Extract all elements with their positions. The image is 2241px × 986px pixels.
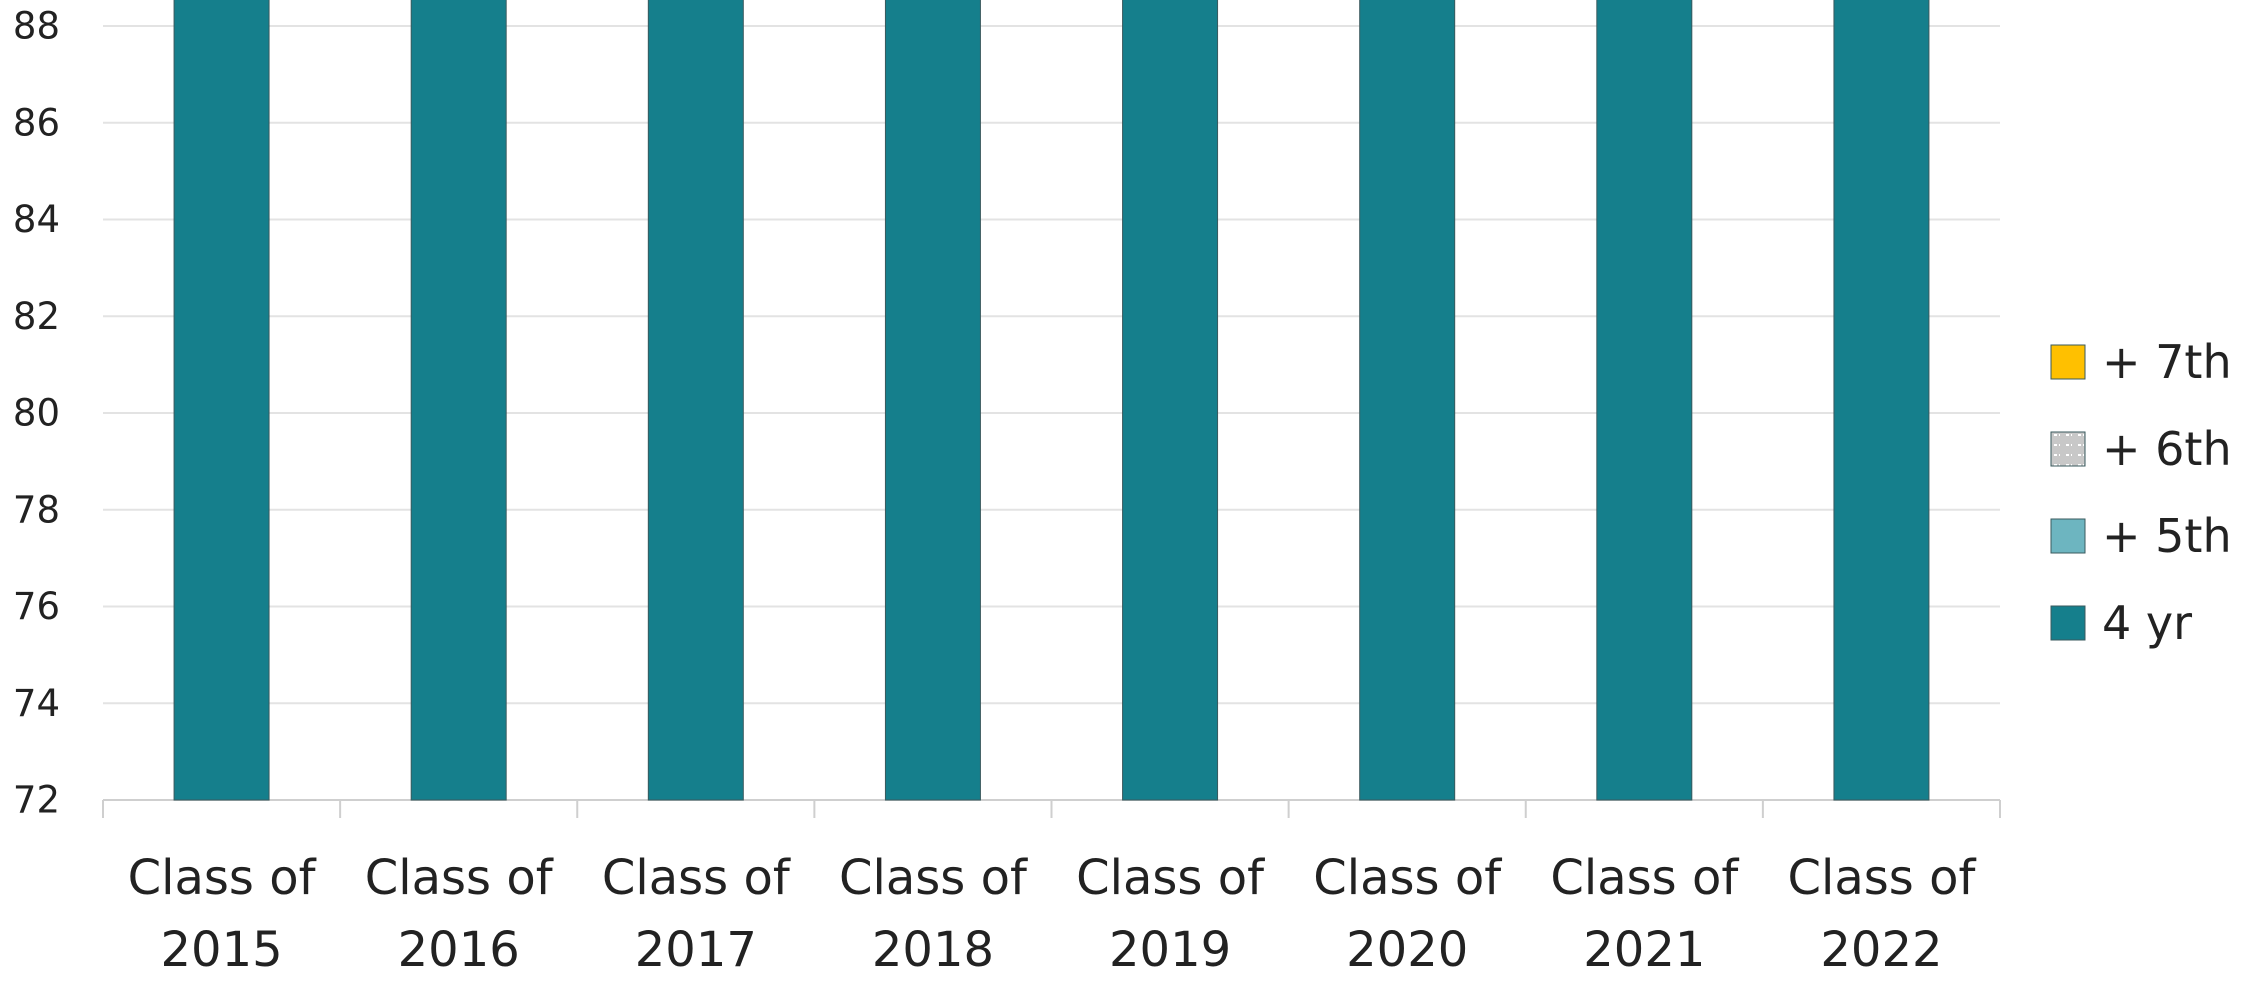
legend-swatch [2050,518,2086,554]
legend-label: + 7th [2102,335,2232,389]
y-tick-label: 84 [13,198,60,241]
y-tick-label: 74 [13,682,60,725]
bar-segment [410,0,507,801]
bar-segment [1596,0,1693,801]
legend-label: + 5th [2102,509,2232,563]
x-tick-label: Class of 2018 [839,850,1027,978]
x-tick-label: Class of 2017 [601,850,790,978]
bar-segment [1359,0,1456,801]
y-tick-label: 72 [13,779,60,822]
legend-swatch [2050,344,2086,380]
bar-segment [647,0,744,801]
y-tick-label: 82 [13,295,60,338]
x-tick-label: Class of 2016 [364,850,553,978]
x-tick-label: Class of 2015 [127,850,316,978]
y-tick-label: 78 [13,488,60,531]
bar-segment [1833,0,1930,801]
legend-label: + 6th [2102,422,2232,476]
legend-swatch [2050,605,2086,641]
x-tick-label: Class of 2021 [1550,850,1739,978]
y-tick-label: 86 [13,101,60,144]
x-tick-label: Class of 2019 [1076,850,1264,978]
legend-label: 4 yr [2102,596,2192,650]
bar-segment [884,0,981,801]
bar-segment [173,0,270,801]
y-tick-label: 88 [13,5,60,48]
bar-segment [1122,0,1219,801]
x-tick-label: Class of 2022 [1787,850,1976,978]
y-tick-label: 80 [13,392,60,435]
y-tick-label: 76 [13,585,60,628]
x-tick-label: Class of 2020 [1313,850,1502,978]
legend-swatch [2050,431,2086,467]
